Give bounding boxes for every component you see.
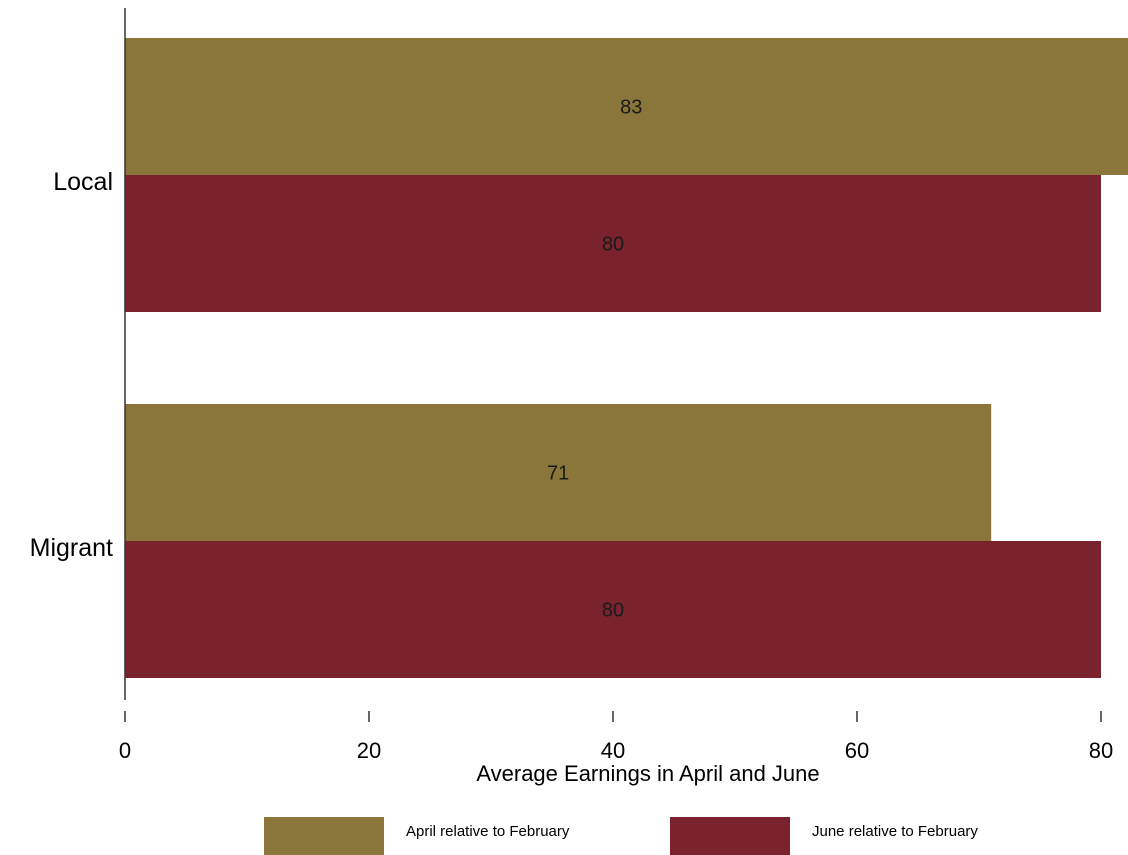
x-tick-label-0: 0	[119, 738, 131, 763]
data-label-migrant-series-2: 80	[602, 600, 624, 622]
data-label-migrant-series-1: 71	[547, 463, 569, 485]
bar-migrant-series-2	[125, 541, 1101, 678]
data-label-local-series-1: 83	[620, 97, 642, 119]
bar-local-series-1	[125, 38, 1128, 175]
data-label-local-series-2: 80	[602, 234, 624, 256]
legend: April relative to February June relative…	[0, 812, 1128, 855]
legend-item-june: June relative to February	[670, 817, 978, 855]
x-tick-label-40: 40	[601, 738, 625, 763]
legend-item-april: April relative to February	[264, 817, 569, 855]
x-tick-label-60: 60	[845, 738, 869, 763]
x-axis-title: Average Earnings in April and June	[476, 761, 819, 786]
category-label-local: Local	[53, 168, 113, 196]
legend-label-april: April relative to February	[406, 823, 570, 840]
x-tick-label-20: 20	[357, 738, 381, 763]
legend-swatch-april	[264, 817, 384, 855]
bar-migrant-series-1	[125, 404, 992, 541]
bar-chart: 83 80 Local 71 80 Migrant 0 20 40 60 80 Average Ear…	[30, 8, 1128, 786]
x-tick-label-80: 80	[1089, 738, 1113, 763]
bar-local-series-2	[125, 175, 1101, 312]
legend-swatch-june	[670, 817, 790, 855]
category-label-migrant: Migrant	[30, 534, 113, 562]
legend-label-june: June relative to February	[812, 823, 978, 840]
